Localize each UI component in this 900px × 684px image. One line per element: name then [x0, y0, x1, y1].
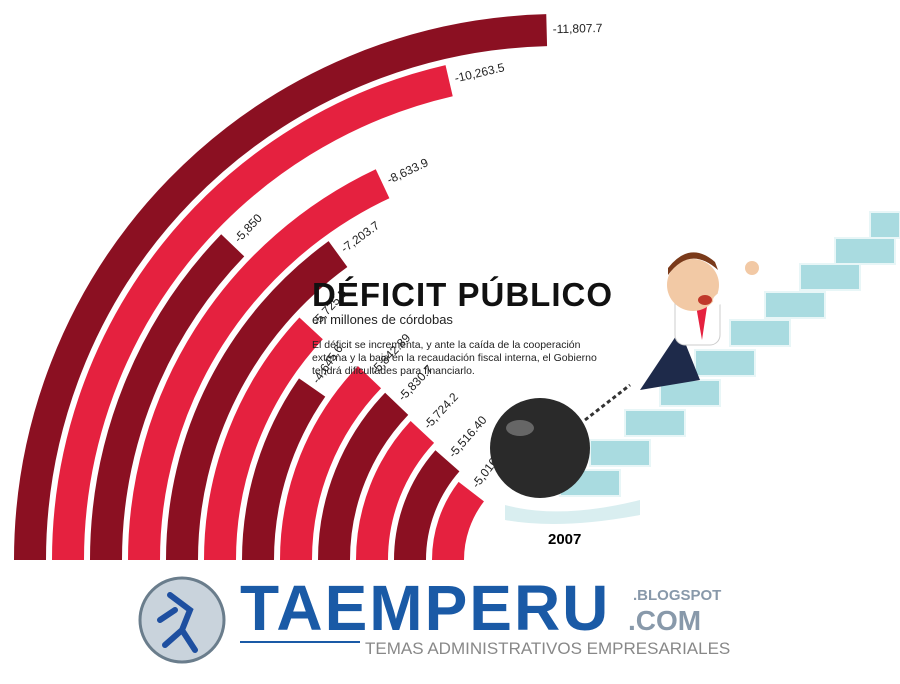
watermark: TAEMPERU .BLOGSPOT .COM TEMAS ADMINISTRA…: [138, 572, 730, 664]
watermark-suffix: .BLOGSPOT: [633, 587, 721, 604]
watermark-suffix: .COM: [628, 605, 701, 636]
description-line: El déficit se incrementa, y ante la caíd…: [312, 339, 581, 351]
value-label: -8,633.9: [385, 155, 431, 187]
illustration: [490, 211, 900, 524]
bar: [242, 378, 326, 561]
bar: [14, 14, 548, 561]
watermark-name: TAEMPERU: [240, 572, 610, 644]
bar: [128, 169, 390, 561]
start-label: 2007: [548, 531, 581, 548]
value-label: -5,516.40: [446, 413, 490, 461]
description: El déficit se incrementa, y ante la caíd…: [312, 339, 652, 378]
description-line: externa y la baja en la recaudación fisc…: [312, 352, 597, 364]
bar: [52, 65, 453, 561]
bar: [394, 450, 460, 561]
value-label: -10,263.5: [453, 60, 506, 85]
value-label: -7,203.7: [338, 218, 382, 255]
description-line: tendrá dificultades para financiarlo.: [312, 365, 475, 377]
bar: [356, 421, 435, 561]
title: DÉFICIT PÚBLICO: [312, 276, 613, 313]
bar: [166, 241, 348, 561]
bar: [280, 366, 382, 561]
value-label: -5,850: [231, 211, 265, 245]
bar: [204, 317, 323, 561]
subtitle: en millones de córdobas: [312, 312, 453, 327]
logo: [138, 576, 226, 664]
value-label: -11,807.7: [552, 21, 602, 36]
bar: [432, 481, 485, 561]
bar: [318, 392, 409, 561]
watermark-tagline: TEMAS ADMINISTRATIVOS EMPRESARIALES: [365, 639, 730, 658]
value-label: -5,724.2: [421, 390, 461, 432]
bar: [90, 234, 245, 561]
header: DÉFICIT PÚBLICO en millones de córdobas …: [312, 276, 652, 378]
